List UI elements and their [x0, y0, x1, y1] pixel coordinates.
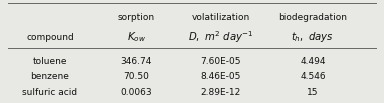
Text: 4.546: 4.546 — [300, 72, 326, 81]
Text: $\mathbf{\mathit{t_h,\ days}}$: $\mathbf{\mathit{t_h,\ days}}$ — [291, 30, 334, 44]
Text: 15: 15 — [307, 88, 319, 97]
Text: 2.89E-12: 2.89E-12 — [201, 88, 241, 97]
Text: 70.50: 70.50 — [123, 72, 149, 81]
Text: compound: compound — [26, 33, 74, 42]
Text: 4.494: 4.494 — [300, 57, 326, 66]
Text: sulfuric acid: sulfuric acid — [22, 88, 78, 97]
Text: sorption: sorption — [118, 13, 155, 22]
Text: 0.0063: 0.0063 — [121, 88, 152, 97]
Text: benzene: benzene — [30, 72, 70, 81]
Text: 8.46E-05: 8.46E-05 — [200, 72, 241, 81]
Text: $\mathbf{\mathit{D,\ m^2\ day^{-1}}}$: $\mathbf{\mathit{D,\ m^2\ day^{-1}}}$ — [188, 29, 253, 45]
Text: 7.60E-05: 7.60E-05 — [200, 57, 241, 66]
Text: biodegradation: biodegradation — [278, 13, 348, 22]
Text: toluene: toluene — [33, 57, 67, 66]
Text: $\mathbf{\mathit{K}}_{\mathbf{\mathit{ow}}}$: $\mathbf{\mathit{K}}_{\mathbf{\mathit{ow… — [127, 30, 146, 44]
Text: volatilization: volatilization — [192, 13, 250, 22]
Text: 346.74: 346.74 — [121, 57, 152, 66]
